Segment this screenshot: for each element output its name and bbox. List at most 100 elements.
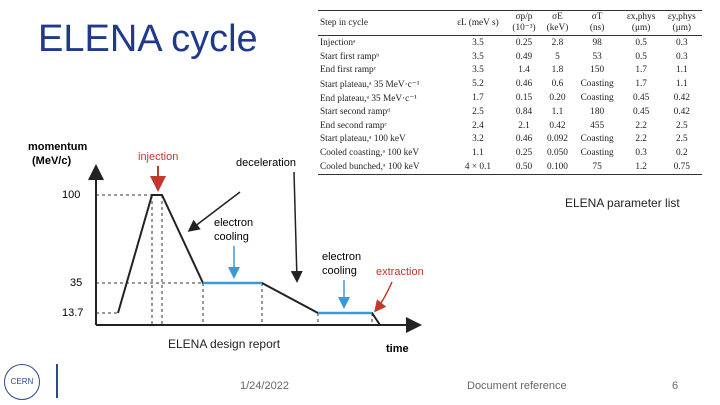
table-cell: 3.2 <box>472 134 484 145</box>
table-cell: 1.1 <box>676 65 688 76</box>
table-cell: Cooled coasting,ᵃ 100 keV <box>320 148 420 159</box>
table-cell: 1.4 <box>518 65 530 76</box>
table-cell: 2.1 <box>518 120 530 131</box>
table-cell: 75 <box>573 160 621 175</box>
table-cell: 4 × 0.1 <box>449 160 507 175</box>
diagram-caption: ELENA design report <box>168 337 281 351</box>
table-cell: Injectionᵃ <box>320 37 356 48</box>
level-label: 100 <box>62 189 80 201</box>
table-cell: 1.1 <box>551 106 564 117</box>
label-line: cooling <box>322 265 357 277</box>
arrow <box>290 171 303 283</box>
table-cell: 0.45 <box>632 93 650 104</box>
table-row: Cooled bunched,ᵃ 100 keV 4 × 0.1 0.50 0.100… <box>318 160 702 175</box>
annotation: electron cooling <box>322 251 361 277</box>
table-cell: Coasting <box>580 93 614 104</box>
label-line: electron <box>322 251 361 263</box>
table-cell: 2.4 <box>472 120 484 131</box>
page-number: 6 <box>672 380 679 392</box>
table-cell: Coasting <box>580 79 614 90</box>
table-cell: 150 <box>590 65 605 76</box>
table-cell: 0.6 <box>551 79 564 90</box>
table-cell: 0.75 <box>661 160 702 175</box>
table-cell: End first rampᶜ <box>320 65 377 76</box>
table-cell: 2.5 <box>676 120 688 131</box>
table-body: Injectionᵃ 3.5 0.25 2.8 98 0.5 0.3 Start first … <box>318 36 702 175</box>
table-cell: 0.42 <box>673 93 690 104</box>
table-cell: 0.20 <box>549 93 566 104</box>
table-cell: 0.46 <box>515 79 533 90</box>
slide-title: ELENA cycle <box>38 18 258 60</box>
logo: CERN <box>4 364 40 400</box>
table-cell: 0.45 <box>632 106 650 117</box>
table-cell: 3.5 <box>472 51 484 62</box>
table-cell: 0.42 <box>673 106 690 117</box>
table-row: Start first rampᵇ 3.5 0.49 5 53 0.5 0.3 <box>318 50 702 64</box>
table-cell: 1.1 <box>472 148 484 159</box>
table-cell: 5 <box>555 51 560 62</box>
table-row: Start plateau,ᵃ 100 keV 3.2 0.46 0.092 Coast… <box>318 133 702 147</box>
header-cell: εx,phys (μm) <box>620 10 662 36</box>
table-cell: 1.7 <box>635 65 647 76</box>
label-line: electron <box>214 217 253 229</box>
header-cell: Step in cycle <box>318 10 450 36</box>
table-row: End plateau,ᵃ 35 MeV·c⁻¹ 1.7 0.15 0.20 Coast… <box>318 91 702 105</box>
table-cell: 1.2 <box>620 160 662 175</box>
table-row: Start plateau,ᵃ 35 MeV·c⁻¹ 5.2 0.46 0.6 Coas… <box>318 77 702 91</box>
table-cell: 0.25 <box>515 148 533 159</box>
table-cell: End second rampᶜ <box>320 120 387 131</box>
table-cell: 0.46 <box>515 134 533 145</box>
table-cell: End plateau,ᵃ 35 MeV·c⁻¹ <box>320 93 417 104</box>
label-line: cooling <box>214 231 249 243</box>
table-cell: 5.2 <box>472 79 484 90</box>
table-cell: 2.2 <box>635 120 647 131</box>
table-cell: 0.3 <box>676 37 688 48</box>
table-cell: Start plateau,ᵃ 35 MeV·c⁻¹ <box>320 79 420 90</box>
header-cell: σp/p (10⁻³) <box>506 10 542 36</box>
table-cell: 2.5 <box>472 106 484 117</box>
table-row: End first rampᶜ 3.5 1.4 1.8 150 1.7 1.1 <box>318 64 702 78</box>
table-cell: 0.2 <box>676 148 688 159</box>
table-row: Cooled coasting,ᵃ 100 keV 1.1 0.25 0.050 Coa… <box>318 146 702 160</box>
header-cell: εL (meV s) <box>449 10 507 36</box>
table-cell: 2.2 <box>635 134 647 145</box>
table-cell: 1.7 <box>472 93 484 104</box>
header-cell: σE (keV) <box>541 10 574 36</box>
arrow <box>374 281 393 313</box>
label-line: (MeV/c) <box>32 155 71 167</box>
table-cell: 3.5 <box>472 37 484 48</box>
guide-lines <box>96 194 373 325</box>
table-cell: 0.5 <box>635 51 647 62</box>
annotation: deceleration <box>236 157 296 169</box>
table-cell: Coasting <box>580 148 614 159</box>
table-cell: 0.84 <box>515 106 533 117</box>
table-cell: 0.25 <box>515 37 533 48</box>
table-cell: 0.5 <box>635 37 647 48</box>
header-cell: σT (ns) <box>573 10 621 36</box>
table-cell: 0.092 <box>546 134 568 145</box>
table-cell: 98 <box>592 37 602 48</box>
divider <box>56 364 58 398</box>
table-header: Step in cycle εL (meV s) σp/p (10⁻³) σE (ke… <box>318 10 702 36</box>
table-row: Start second rampᵈ 2.5 0.84 1.1 180 0.45 0.42 <box>318 105 702 119</box>
table-caption: ELENA parameter list <box>565 196 680 210</box>
table-cell: Cooled bunched,ᵃ 100 keV <box>318 160 450 175</box>
table-cell: 2.8 <box>551 37 564 48</box>
table-cell: 180 <box>590 106 605 117</box>
table-cell: 3.5 <box>472 65 484 76</box>
annotation: injection <box>138 151 178 163</box>
table-cell: 1.7 <box>635 79 647 90</box>
cycle-diagram: momentum (MeV/c) time 100 35 13.7 injecti… <box>28 141 424 355</box>
level-label: 35 <box>70 277 82 289</box>
table-cell: 0.50 <box>506 160 542 175</box>
table-cell: 0.49 <box>515 51 533 62</box>
table-cell: 1.1 <box>676 79 688 90</box>
annotation: extraction <box>376 266 424 278</box>
table-cell: Coasting <box>580 134 614 145</box>
table-cell: Start second rampᵈ <box>320 106 391 117</box>
table-cell: 455 <box>590 120 605 131</box>
footer-date: 1/24/2022 <box>240 380 289 392</box>
table-cell: Start first rampᵇ <box>320 51 380 62</box>
table-row: Injectionᵃ 3.5 0.25 2.8 98 0.5 0.3 <box>318 36 702 50</box>
